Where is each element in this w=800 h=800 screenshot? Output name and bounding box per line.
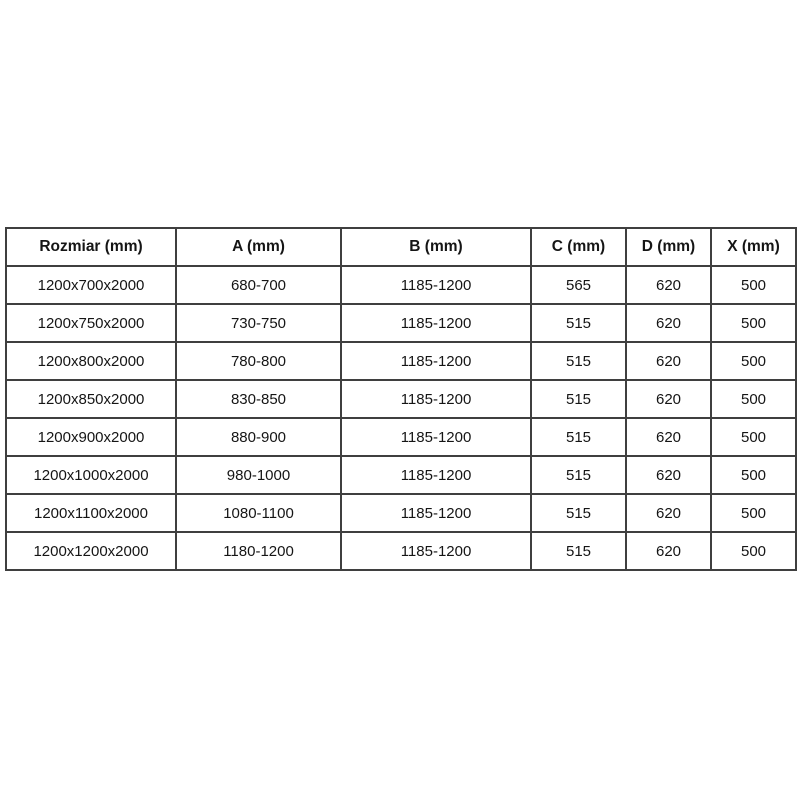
dimensions-table: Rozmiar (mm) A (mm) B (mm) C (mm) D (mm)… [5, 227, 797, 571]
table-row: 1200x1000x2000 980-1000 1185-1200 515 62… [5, 455, 797, 495]
cell-b: 1185-1200 [340, 379, 532, 419]
cell-c: 515 [530, 531, 627, 571]
cell-a: 780-800 [175, 341, 342, 381]
cell-a: 730-750 [175, 303, 342, 343]
cell-rozmiar: 1200x1200x2000 [5, 531, 177, 571]
cell-a: 1080-1100 [175, 493, 342, 533]
cell-a: 680-700 [175, 265, 342, 305]
cell-rozmiar: 1200x900x2000 [5, 417, 177, 457]
header-rozmiar: Rozmiar (mm) [5, 227, 177, 267]
header-c: C (mm) [530, 227, 627, 267]
cell-a: 1180-1200 [175, 531, 342, 571]
header-a: A (mm) [175, 227, 342, 267]
cell-b: 1185-1200 [340, 531, 532, 571]
cell-c: 515 [530, 303, 627, 343]
cell-d: 620 [625, 493, 712, 533]
cell-a: 830-850 [175, 379, 342, 419]
cell-x: 500 [710, 455, 797, 495]
cell-d: 620 [625, 303, 712, 343]
cell-rozmiar: 1200x1000x2000 [5, 455, 177, 495]
table-row: 1200x1200x2000 1180-1200 1185-1200 515 6… [5, 531, 797, 571]
cell-c: 515 [530, 341, 627, 381]
cell-d: 620 [625, 341, 712, 381]
cell-b: 1185-1200 [340, 493, 532, 533]
table-row: 1200x750x2000 730-750 1185-1200 515 620 … [5, 303, 797, 343]
cell-x: 500 [710, 379, 797, 419]
cell-x: 500 [710, 265, 797, 305]
cell-b: 1185-1200 [340, 265, 532, 305]
cell-d: 620 [625, 379, 712, 419]
table-row: 1200x700x2000 680-700 1185-1200 565 620 … [5, 265, 797, 305]
cell-c: 515 [530, 417, 627, 457]
cell-rozmiar: 1200x750x2000 [5, 303, 177, 343]
cell-rozmiar: 1200x1100x2000 [5, 493, 177, 533]
header-row: Rozmiar (mm) A (mm) B (mm) C (mm) D (mm)… [5, 227, 797, 267]
cell-rozmiar: 1200x800x2000 [5, 341, 177, 381]
cell-d: 620 [625, 455, 712, 495]
cell-c: 565 [530, 265, 627, 305]
cell-b: 1185-1200 [340, 303, 532, 343]
cell-c: 515 [530, 493, 627, 533]
table-row: 1200x1100x2000 1080-1100 1185-1200 515 6… [5, 493, 797, 533]
table-row: 1200x800x2000 780-800 1185-1200 515 620 … [5, 341, 797, 381]
cell-b: 1185-1200 [340, 455, 532, 495]
cell-a: 980-1000 [175, 455, 342, 495]
table-row: 1200x850x2000 830-850 1185-1200 515 620 … [5, 379, 797, 419]
cell-x: 500 [710, 531, 797, 571]
cell-rozmiar: 1200x700x2000 [5, 265, 177, 305]
header-d: D (mm) [625, 227, 712, 267]
cell-d: 620 [625, 417, 712, 457]
header-x: X (mm) [710, 227, 797, 267]
header-b: B (mm) [340, 227, 532, 267]
cell-a: 880-900 [175, 417, 342, 457]
cell-x: 500 [710, 341, 797, 381]
cell-b: 1185-1200 [340, 341, 532, 381]
cell-d: 620 [625, 265, 712, 305]
cell-x: 500 [710, 493, 797, 533]
cell-c: 515 [530, 379, 627, 419]
cell-rozmiar: 1200x850x2000 [5, 379, 177, 419]
cell-x: 500 [710, 303, 797, 343]
cell-d: 620 [625, 531, 712, 571]
cell-x: 500 [710, 417, 797, 457]
cell-b: 1185-1200 [340, 417, 532, 457]
dimensions-table-container: Rozmiar (mm) A (mm) B (mm) C (mm) D (mm)… [5, 227, 797, 571]
table-row: 1200x900x2000 880-900 1185-1200 515 620 … [5, 417, 797, 457]
cell-c: 515 [530, 455, 627, 495]
